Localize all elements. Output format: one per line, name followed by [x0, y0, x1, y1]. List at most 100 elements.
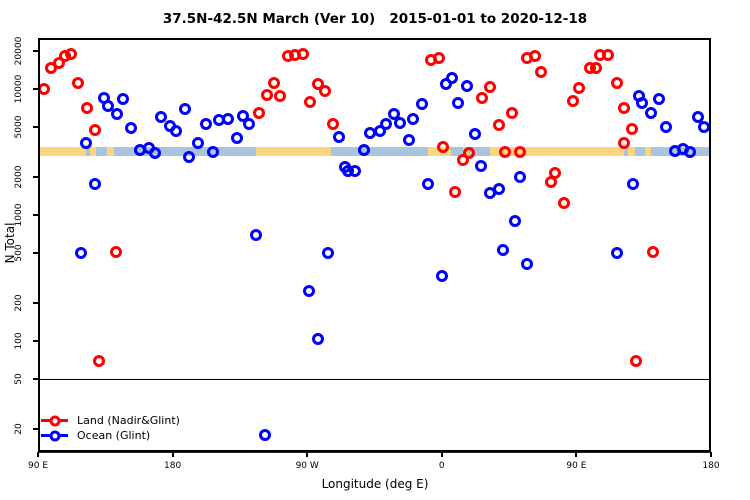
data-point-ocean — [259, 428, 272, 441]
data-point-land — [618, 137, 631, 150]
data-point-ocean — [221, 112, 234, 125]
y-tick — [33, 50, 38, 53]
data-point-ocean — [461, 79, 474, 92]
x-tick — [575, 452, 578, 457]
data-point-ocean — [452, 97, 465, 110]
data-point-ocean — [492, 183, 505, 196]
x-tick-label: 90 W — [295, 461, 319, 471]
map-band-land-segment — [489, 146, 625, 156]
y-tick — [33, 428, 38, 431]
data-point-land — [506, 107, 519, 120]
data-point-ocean — [117, 92, 130, 105]
data-point-land — [109, 245, 122, 258]
plot-box — [38, 38, 711, 452]
data-point-ocean — [102, 100, 115, 113]
data-point-land — [449, 185, 462, 198]
data-point-land — [319, 85, 332, 98]
data-point-ocean — [79, 137, 92, 150]
data-point-ocean — [75, 246, 88, 259]
x-tick — [440, 452, 443, 457]
y-tick — [33, 251, 38, 254]
data-point-land — [88, 124, 101, 137]
x-tick-label: 180 — [164, 461, 182, 471]
y-tick-label: 10000 — [14, 74, 24, 104]
y-tick-label: 20 — [14, 423, 24, 435]
data-point-ocean — [192, 137, 205, 150]
data-point-ocean — [627, 178, 640, 191]
y-tick — [33, 377, 38, 380]
data-point-ocean — [697, 121, 710, 134]
data-point-ocean — [169, 125, 182, 138]
map-band-land-segment — [106, 146, 115, 156]
data-point-ocean — [311, 333, 324, 346]
reference-line-50 — [38, 378, 711, 380]
data-point-ocean — [148, 147, 161, 160]
data-point-land — [304, 95, 317, 108]
data-point-ocean — [513, 171, 526, 184]
data-point-land — [573, 81, 586, 94]
data-point-land — [476, 91, 489, 104]
data-point-land — [268, 76, 281, 89]
data-point-ocean — [154, 110, 167, 123]
data-point-ocean — [509, 214, 522, 227]
data-point-land — [513, 145, 526, 158]
data-point-land — [462, 147, 475, 160]
data-point-land — [567, 95, 580, 108]
data-point-land — [432, 51, 445, 64]
data-point-land — [81, 101, 94, 114]
data-point-land — [437, 141, 450, 154]
y-tick — [33, 88, 38, 90]
land-legend-marker-icon — [41, 415, 68, 426]
y-tick-label: 200 — [14, 294, 24, 312]
y-tick-label: 500 — [14, 244, 24, 262]
map-band-land-segment — [256, 146, 332, 156]
x-tick — [306, 452, 309, 457]
y-tick — [33, 302, 38, 305]
data-point-land — [274, 89, 287, 102]
x-axis-title: Longitude (deg E) — [321, 477, 429, 491]
data-point-ocean — [230, 132, 243, 145]
data-point-land — [72, 76, 85, 89]
map-band-land-segment — [645, 146, 652, 156]
data-point-ocean — [250, 229, 263, 242]
y-tick — [33, 340, 38, 342]
data-point-ocean — [322, 246, 335, 259]
data-point-ocean — [183, 150, 196, 163]
x-tick-label: 0 — [438, 461, 445, 471]
data-point-land — [528, 49, 541, 62]
data-point-land — [296, 48, 309, 61]
data-point-ocean — [610, 246, 623, 259]
y-tick — [33, 214, 38, 216]
y-tick-label: 1000 — [14, 203, 24, 227]
data-point-land — [64, 48, 77, 61]
x-tick — [171, 452, 174, 457]
data-point-land — [589, 61, 602, 74]
y-tick-label: 100 — [14, 332, 24, 350]
data-point-ocean — [684, 146, 697, 159]
x-tick — [37, 452, 39, 457]
legend-label-land: Land (Nadir&Glint) — [77, 414, 180, 427]
data-point-ocean — [302, 284, 315, 297]
data-point-ocean — [521, 257, 534, 270]
y-tick-label: 2000 — [14, 165, 24, 189]
data-point-land — [610, 77, 623, 90]
data-point-ocean — [358, 143, 371, 156]
data-point-land — [630, 355, 643, 368]
x-tick-label: 90 E — [566, 461, 587, 471]
data-point-ocean — [124, 121, 137, 134]
data-point-land — [558, 196, 571, 209]
data-point-land — [253, 107, 266, 120]
data-point-land — [618, 101, 631, 114]
map-band-land-segment — [627, 146, 635, 156]
data-point-ocean — [660, 121, 673, 134]
ocean-legend-marker-icon — [41, 430, 68, 441]
legend-item-land: Land (Nadir&Glint) — [41, 413, 180, 428]
data-point-land — [93, 355, 106, 368]
data-point-ocean — [691, 110, 704, 123]
data-point-ocean — [474, 159, 487, 172]
data-point-land — [646, 245, 659, 258]
chart-title: 37.5N-42.5N March (Ver 10) 2015-01-01 to… — [162, 11, 588, 27]
x-tick-label: 180 — [702, 461, 720, 471]
data-point-ocean — [435, 269, 448, 282]
data-point-land — [625, 123, 638, 136]
